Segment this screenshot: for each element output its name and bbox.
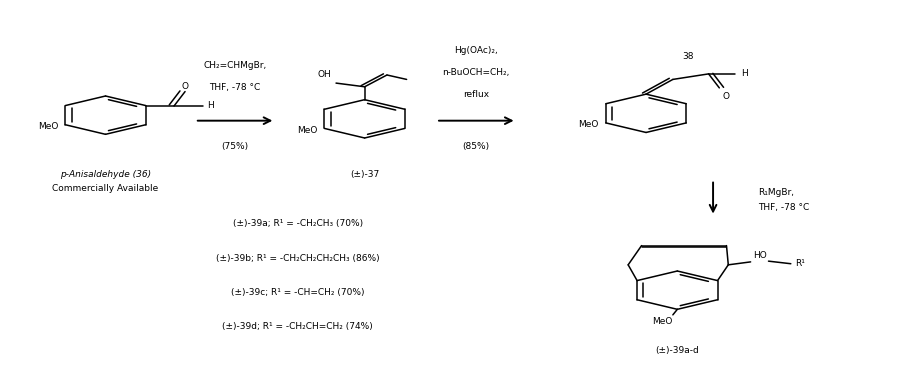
Text: MeO: MeO: [653, 318, 672, 327]
Text: reflux: reflux: [463, 91, 489, 99]
Text: (85%): (85%): [463, 142, 490, 151]
Text: (±)-39c; R¹ = -CH=CH₂ (70%): (±)-39c; R¹ = -CH=CH₂ (70%): [231, 288, 364, 297]
Text: MeO: MeO: [38, 122, 58, 131]
Text: THF, -78 °C: THF, -78 °C: [758, 203, 809, 212]
Text: Hg(OAc)₂,: Hg(OAc)₂,: [454, 46, 498, 55]
Text: (±)-39a; R¹ = -CH₂CH₃ (70%): (±)-39a; R¹ = -CH₂CH₃ (70%): [233, 219, 362, 229]
Text: 38: 38: [681, 52, 693, 61]
Text: MeO: MeO: [297, 126, 317, 135]
Text: OH: OH: [318, 70, 332, 79]
Text: H: H: [207, 101, 213, 110]
Text: R₁MgBr,: R₁MgBr,: [758, 188, 794, 197]
Text: HO: HO: [753, 251, 767, 260]
Text: Commercially Available: Commercially Available: [52, 184, 158, 193]
Text: H: H: [741, 70, 747, 79]
Text: CH₂=CHMgBr,: CH₂=CHMgBr,: [203, 61, 267, 70]
Text: O: O: [182, 82, 189, 91]
Text: O: O: [722, 92, 729, 101]
Text: p-Anisaldehyde (36): p-Anisaldehyde (36): [60, 169, 151, 179]
Text: MeO: MeO: [578, 120, 599, 129]
Text: (75%): (75%): [221, 142, 249, 151]
Text: (±)-37: (±)-37: [350, 169, 379, 179]
Text: (±)-39a-d: (±)-39a-d: [655, 346, 699, 355]
Text: (±)-39d; R¹ = -CH₂CH=CH₂ (74%): (±)-39d; R¹ = -CH₂CH=CH₂ (74%): [222, 322, 373, 331]
Text: R¹: R¹: [796, 259, 806, 268]
Text: THF, -78 °C: THF, -78 °C: [209, 83, 261, 92]
Text: (±)-39b; R¹ = -CH₂CH₂CH₂CH₃ (86%): (±)-39b; R¹ = -CH₂CH₂CH₂CH₃ (86%): [216, 254, 379, 263]
Text: n-BuOCH=CH₂,: n-BuOCH=CH₂,: [442, 68, 510, 77]
